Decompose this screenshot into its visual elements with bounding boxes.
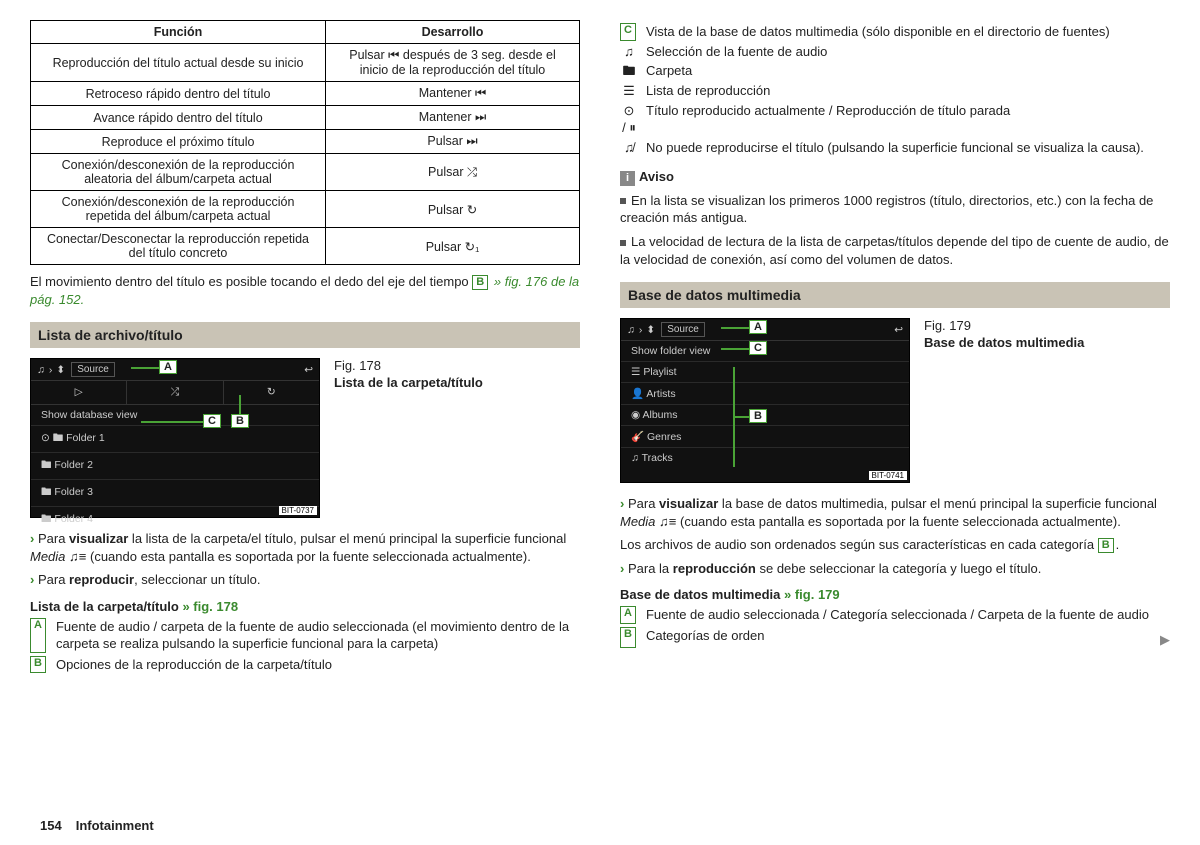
function-table: Función Desarrollo Reproducción del títu… (30, 20, 580, 265)
page-footer: 154Infotainment (40, 818, 154, 833)
note-icon: ♫ (620, 44, 638, 61)
noplay-icon: ♫̸ (620, 140, 638, 157)
playlist-icon: ☰ (620, 83, 638, 100)
repeat-icon[interactable]: ↻ (224, 381, 319, 404)
figure-179: ♫ › ⬍ Source ↩ Show folder view ☰ Playli… (620, 318, 1170, 483)
callout-a: A (159, 360, 177, 374)
icon-legend-top: CVista de la base de datos multimedia (s… (620, 23, 1170, 41)
play-pause-icon: ⊙ / ⏸ (620, 103, 638, 137)
folder-icon: 🖿 (620, 63, 638, 80)
callout-c: C (749, 341, 767, 355)
th-funcion: Función (31, 21, 326, 44)
callout-b: B (749, 409, 767, 423)
section-base-datos: Base de datos multimedia (620, 282, 1170, 308)
callout-b: B (231, 414, 249, 428)
figure-178: ♫ › ⬍ Source ↩ ▷ ⤮ ↻ Show database view … (30, 358, 580, 518)
back-icon[interactable]: ↩ (304, 364, 313, 376)
timeline-note: El movimiento dentro del título es posib… (30, 273, 580, 308)
continue-icon: ▶ (1160, 631, 1170, 649)
th-desarrollo: Desarrollo (326, 21, 580, 44)
ref-b: B (472, 275, 488, 290)
aviso-heading: iAviso (620, 169, 1170, 186)
play-icon[interactable]: ▷ (31, 381, 127, 404)
callout-a: A (749, 320, 767, 334)
usb-icon: ⬍ (56, 364, 65, 376)
music-icon: ♫ (37, 364, 45, 376)
shuffle-icon[interactable]: ⤮ (127, 381, 223, 404)
fig179-legend: AFuente de audio seleccionada / Categorí… (620, 606, 1170, 648)
section-lista-archivo: Lista de archivo/título (30, 322, 580, 348)
fig178-legend: AFuente de audio / carpeta de la fuente … (30, 618, 580, 674)
usb-icon: ⬍ (646, 324, 655, 336)
music-icon: ♫ (627, 324, 635, 336)
back-icon[interactable]: ↩ (894, 324, 903, 336)
callout-c: C (203, 414, 221, 428)
